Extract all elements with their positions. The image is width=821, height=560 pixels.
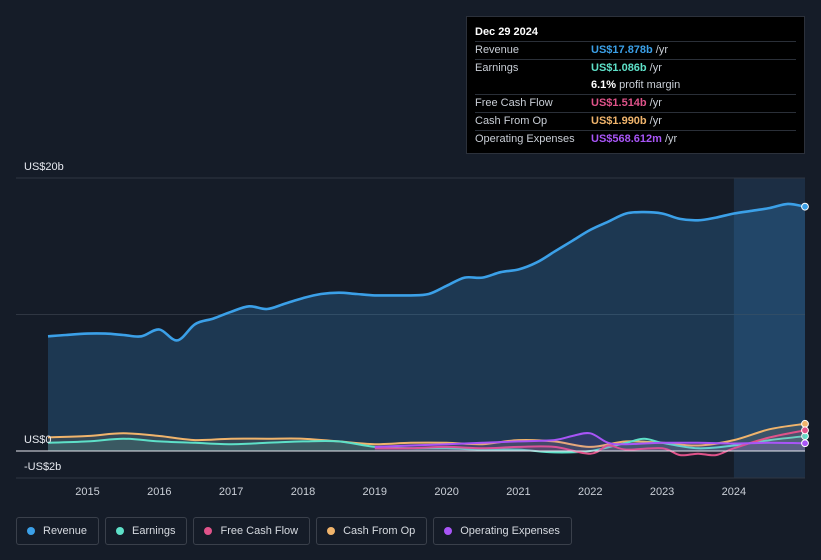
y-tick-label: US$20b	[24, 161, 64, 173]
operating-expenses-line	[374, 432, 806, 448]
x-tick-label: 2023	[650, 486, 674, 498]
revenue-line	[47, 202, 806, 342]
highlight-region	[733, 178, 805, 478]
free-cash-flow-line	[374, 429, 806, 457]
tooltip-row-free-cash-flow: Free Cash Flow US$1.514b /yr	[475, 94, 796, 112]
legend-item-revenue[interactable]: Revenue	[16, 517, 100, 545]
tooltip-value: US$1.086b	[591, 62, 647, 74]
earnings-area	[48, 436, 805, 453]
free-cash-flow-end-point	[801, 426, 809, 435]
x-tick-label: 2024	[722, 486, 746, 498]
tooltip-value: US$1.990b	[591, 115, 647, 127]
tooltip-value: US$17.878b	[591, 44, 653, 56]
tooltip: Dec 29 2024 Revenue US$17.878b /yr Earni…	[466, 16, 805, 154]
cash-from-op-end-point	[801, 419, 809, 428]
y-tick-label: -US$2b	[24, 461, 61, 473]
x-tick-label: 2022	[578, 486, 602, 498]
legend-label: Free Cash Flow	[220, 525, 299, 537]
legend-label: Earnings	[132, 525, 176, 537]
tooltip-row-earnings: Earnings US$1.086b /yr	[475, 59, 796, 77]
x-tick-label: 2021	[506, 486, 530, 498]
x-tick-label: 2019	[363, 486, 387, 498]
earnings-line	[47, 435, 806, 454]
operating-expenses-end-point	[801, 439, 809, 448]
tooltip-row-revenue: Revenue US$17.878b /yr	[475, 41, 796, 59]
legend-label: Cash From Op	[343, 525, 416, 537]
legend-item-free-cash-flow[interactable]: Free Cash Flow	[193, 517, 311, 545]
tooltip-unit: profit margin	[619, 79, 681, 91]
tooltip-row-cash-from-op: Cash From Op US$1.990b /yr	[475, 112, 796, 130]
x-tick-label: 2015	[75, 486, 99, 498]
cash-from-op-line	[47, 422, 806, 448]
x-tick-label: 2016	[147, 486, 171, 498]
legend-item-operating-expenses[interactable]: Operating Expenses	[433, 517, 572, 545]
legend-dot-icon	[444, 527, 453, 535]
tooltip-unit: /yr	[649, 97, 662, 109]
x-tick-label: 2018	[291, 486, 315, 498]
x-tick-label: 2020	[434, 486, 458, 498]
tooltip-unit: /yr	[664, 133, 678, 145]
operating-expenses-area	[374, 432, 805, 451]
y-tick-label: US$0	[24, 434, 52, 446]
legend: Revenue Earnings Free Cash Flow Cash Fro…	[16, 517, 578, 545]
legend-dot-icon	[327, 527, 336, 535]
tooltip-label: Revenue	[475, 44, 520, 56]
tooltip-unit: /yr	[649, 115, 662, 127]
tooltip-value: US$1.514b	[591, 97, 647, 109]
legend-item-earnings[interactable]: Earnings	[105, 517, 188, 545]
tooltip-row-profit-margin: 6.1% profit margin	[475, 77, 796, 94]
tooltip-unit: /yr	[649, 62, 662, 74]
tooltip-value: 6.1%	[591, 79, 617, 91]
revenue-area	[48, 203, 805, 451]
legend-label: Revenue	[43, 525, 88, 537]
tooltip-label: Free Cash Flow	[475, 97, 553, 109]
tooltip-label	[475, 77, 591, 94]
tooltip-unit: /yr	[655, 44, 668, 56]
tooltip-date: Dec 29 2024	[475, 26, 538, 38]
legend-dot-icon	[204, 527, 213, 535]
x-tick-label: 2017	[219, 486, 243, 498]
tooltip-row-operating-expenses: Operating Expenses US$568.612m /yr	[475, 130, 796, 148]
tooltip-label: Earnings	[475, 62, 519, 74]
legend-dot-icon	[27, 527, 35, 535]
tooltip-value: US$568.612m	[591, 133, 662, 145]
legend-label: Operating Expenses	[460, 525, 560, 537]
legend-item-cash-from-op[interactable]: Cash From Op	[316, 517, 428, 545]
tooltip-label: Cash From Op	[475, 115, 548, 127]
tooltip-label: Operating Expenses	[475, 133, 575, 145]
legend-dot-icon	[116, 527, 125, 535]
revenue-end-point	[801, 202, 809, 211]
